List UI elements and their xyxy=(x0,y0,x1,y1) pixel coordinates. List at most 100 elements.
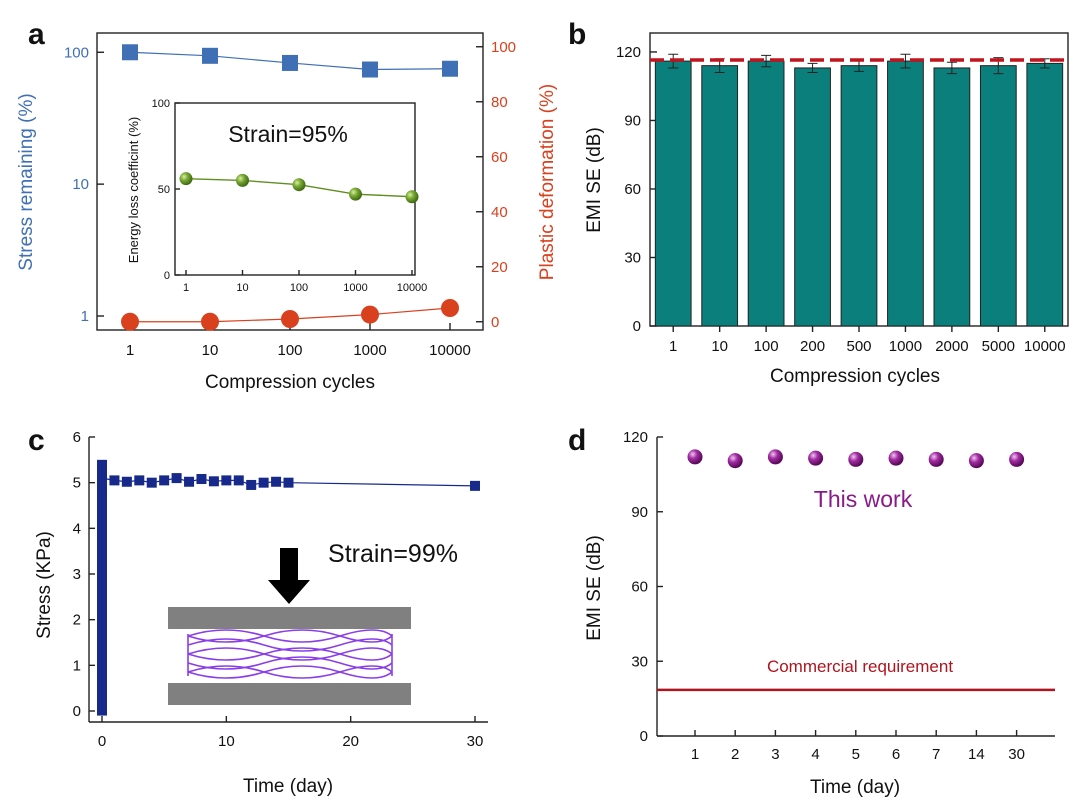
energy-loss-point xyxy=(236,173,249,187)
x-tick-label: 6 xyxy=(892,746,900,763)
stress-point xyxy=(271,476,282,487)
stress-point xyxy=(196,474,207,485)
y-tick-label: 3 xyxy=(73,566,81,583)
inset-x-tick-label: 100 xyxy=(290,282,308,294)
x-tick-label: 5000 xyxy=(982,338,1015,355)
plastic-deformation-point xyxy=(201,312,219,331)
x-tick-label: 10 xyxy=(711,338,728,355)
emi-point-day-6 xyxy=(888,450,904,466)
x-tick-label: 10 xyxy=(218,733,235,750)
compression-illustration xyxy=(168,548,411,705)
x-tick-label: 200 xyxy=(800,338,825,355)
emi-point-day-4 xyxy=(808,450,824,466)
panel-a-x-label: Compression cycles xyxy=(205,372,375,393)
energy-loss-point xyxy=(292,178,306,192)
x-tick-label: 10 xyxy=(202,342,219,359)
x-tick-label: 2 xyxy=(731,746,739,763)
stress-remaining-point xyxy=(442,60,458,77)
emi-point-day-7 xyxy=(928,451,944,467)
stress-point xyxy=(97,473,107,484)
panel-d-label: d xyxy=(568,424,586,457)
y-tick-label: 0 xyxy=(633,318,641,335)
energy-loss-point xyxy=(179,172,193,186)
panel-a-inset: 1 10 100 1000 10000 0 50 100 Strain=95% Energy… xyxy=(126,98,427,294)
inset-annotation: Strain=95% xyxy=(228,121,348,147)
y-right-tick-label: 60 xyxy=(491,149,508,166)
x-tick-label: 10000 xyxy=(429,342,471,359)
y-tick-label: 60 xyxy=(631,579,648,596)
panel-a-y-axis-right: 0 20 40 60 80 100 xyxy=(476,39,516,331)
plastic-deformation-point xyxy=(281,310,299,328)
emi-point-day-5 xyxy=(848,451,864,467)
fiber-5 xyxy=(187,665,393,679)
panel-a-x-axis: 1 10 100 1000 10000 xyxy=(126,323,471,359)
inset-series xyxy=(179,172,419,204)
panel-a-label: a xyxy=(28,18,45,51)
emi-point-day-3 xyxy=(767,449,783,465)
stress-point xyxy=(470,480,480,491)
emi-point-day-30 xyxy=(1009,451,1025,467)
inset-y-tick-label: 100 xyxy=(152,98,170,110)
plastic-deformation-point xyxy=(361,305,379,324)
inset-x-tick-label: 1000 xyxy=(343,282,367,294)
panel-a-y-label-left: Stress remaining (%) xyxy=(16,93,37,270)
y-tick-label: 1 xyxy=(73,657,81,674)
stress-remaining-point xyxy=(122,44,138,61)
y-tick-label: 30 xyxy=(624,249,641,266)
x-tick-label: 2000 xyxy=(935,338,968,355)
panel-b-x-label: Compression cycles xyxy=(770,366,940,387)
arrow-head xyxy=(268,580,310,604)
y-tick-label: 0 xyxy=(73,703,81,720)
stress-point xyxy=(233,475,244,486)
emi-point-day-14 xyxy=(968,453,984,469)
panel-b-x-axis: 1 10 100 200 500 1000 2000 5000 10000 xyxy=(669,326,1066,355)
bar-5000 xyxy=(979,65,1017,327)
emi-point-day-1 xyxy=(687,449,703,465)
emi-point-day-2 xyxy=(727,453,743,469)
fiber-1 xyxy=(187,629,393,643)
x-tick-label: 1 xyxy=(669,338,677,355)
panel-c-y-label: Stress (KPa) xyxy=(34,531,55,639)
inset-y-tick-label: 0 xyxy=(164,270,170,282)
fiber-network xyxy=(187,629,393,679)
y-tick-label: 90 xyxy=(631,504,648,521)
fiber-2 xyxy=(187,629,393,643)
stress-point xyxy=(184,476,195,487)
panel-c-axes xyxy=(88,437,488,723)
y-right-tick-label: 80 xyxy=(491,94,508,111)
panel-b-y-label: EMI SE (dB) xyxy=(584,127,605,233)
x-tick-label: 4 xyxy=(811,746,819,763)
stress-point xyxy=(146,477,157,488)
initial-stress-drop xyxy=(97,459,107,716)
inset-x-tick-label: 10000 xyxy=(397,282,428,294)
y-right-tick-label: 0 xyxy=(491,314,499,331)
bar-200 xyxy=(794,67,831,327)
x-tick-label: 0 xyxy=(98,733,106,750)
x-tick-label: 3 xyxy=(771,746,779,763)
y-tick-label: 2 xyxy=(73,612,81,629)
x-tick-label: 10000 xyxy=(1024,338,1066,355)
x-tick-label: 1 xyxy=(126,342,134,359)
bar-2000 xyxy=(933,67,971,327)
panel-b-bars xyxy=(654,53,1064,327)
y-tick-label: 30 xyxy=(631,653,648,670)
stress-point xyxy=(246,479,257,490)
x-tick-label: 30 xyxy=(467,733,484,750)
panel-d-series xyxy=(687,449,1025,469)
y-right-tick-label: 40 xyxy=(491,204,508,221)
panel-d-y-label: EMI SE (dB) xyxy=(584,535,605,641)
panel-c-x-label: Time (day) xyxy=(243,776,333,797)
panel-d-y-axis: 0 30 60 90 120 xyxy=(623,429,663,745)
x-tick-label: 1000 xyxy=(889,338,922,355)
panel-c-series xyxy=(97,459,480,716)
inset-x-tick-label: 1 xyxy=(183,282,189,294)
inset-y-label: Energy loss coefficint (%) xyxy=(126,117,141,263)
y-right-tick-label: 100 xyxy=(491,39,516,56)
stress-point xyxy=(208,476,219,487)
bar-1 xyxy=(654,60,692,327)
panel-a-y-label-right: Plastic deformation (%) xyxy=(537,84,558,280)
upper-plate xyxy=(168,607,411,629)
panel-d-x-label: Time (day) xyxy=(810,777,900,798)
panel-d: d 0 30 60 90 120 1 2 3 4 5 6 7 14 30 This work Comme… xyxy=(568,424,1055,798)
